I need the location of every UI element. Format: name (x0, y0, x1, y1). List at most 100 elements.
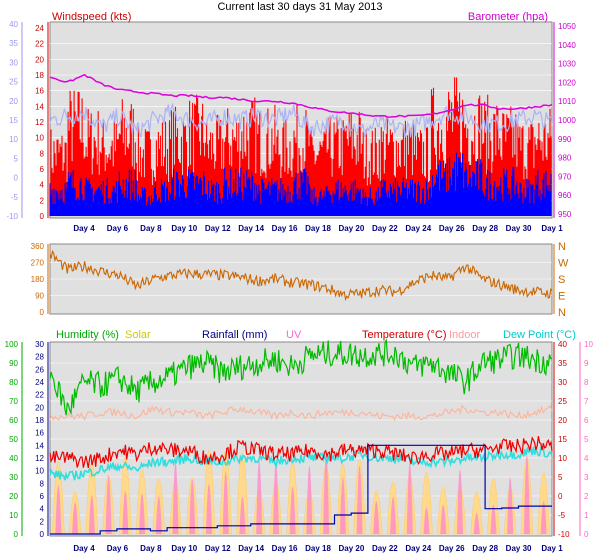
barometer-tick-label: 1050 (558, 22, 576, 31)
x-tick-label: Day 30 (506, 224, 532, 233)
temperature-axis-ticks: 0102030405060708090100024681012141618202… (5, 340, 594, 539)
rain-tick-label: 14 (35, 441, 44, 450)
wind-axis-title: Windspeed (kts) (52, 11, 131, 23)
wind-tick-label: 4 (40, 181, 45, 190)
barometer-series (49, 73, 553, 118)
uv-hump (507, 477, 514, 534)
barometer-tick-label: 1010 (558, 97, 576, 106)
temperature-tick-label: 10 (558, 454, 567, 463)
windchill-tick-label: -10 (6, 212, 18, 221)
windchill-tick-label: 30 (9, 58, 18, 67)
wind-tick-label: 20 (35, 55, 44, 64)
wind-series-layer (49, 73, 553, 216)
uv-hump (473, 513, 480, 534)
rain-tick-label: 8 (40, 479, 45, 488)
barometer-tick-label: 950 (558, 210, 572, 219)
uv-hump (523, 455, 530, 534)
uv-hump (306, 465, 313, 534)
x-tick-label: Day 12 (205, 544, 231, 553)
panel-header-label: Humidity (%) (56, 329, 119, 341)
temperature-gridlines (50, 362, 552, 516)
direction-gridlines (50, 262, 552, 296)
uv-hump (540, 501, 547, 534)
compass-tick-label: N (558, 241, 566, 253)
x-tick-label: Day 14 (238, 544, 264, 553)
temperature-panel-headers: Humidity (%) Solar Rainfall (mm) UV Temperat… (56, 329, 576, 341)
wind-x-tick-labels: Day 4 Day 6 Day 8 Day 10 Day 12 Day 14 Day 16 D… (73, 224, 563, 233)
humidity-tick-label: 50 (9, 435, 18, 444)
wind-tick-label: 2 (40, 196, 45, 205)
x-tick-label: Day 30 (506, 544, 532, 553)
barometer-tick-label: 1000 (558, 116, 576, 125)
uv-hump (105, 476, 112, 534)
rain-tick-label: 16 (35, 429, 44, 438)
panel-header-label: Temperature (°C) (362, 329, 446, 341)
x-tick-label: Day 16 (272, 544, 298, 553)
x-tick-label: Day 24 (405, 544, 431, 553)
uv-tick-label: 4 (584, 454, 589, 463)
rain-tick-label: 22 (35, 391, 44, 400)
uv-hump (272, 461, 279, 534)
uv-tick-label: 6 (584, 416, 589, 425)
rain-tick-label: 12 (35, 454, 44, 463)
x-tick-label: Day 28 (472, 224, 498, 233)
barometer-tick-label: 1020 (558, 78, 576, 87)
barometer-tick-label: 960 (558, 191, 572, 200)
uv-hump (172, 461, 179, 534)
uv-tick-label: 8 (584, 378, 589, 387)
windchill-tick-label: 35 (9, 39, 18, 48)
x-tick-label: Day 4 (73, 224, 95, 233)
x-tick-label: Day 12 (205, 224, 231, 233)
wind-axis-ticks: 024681012141618202224-10-505101520253035… (6, 20, 576, 221)
panel-header-label: Solar (125, 329, 151, 341)
x-tick-label: Day 20 (339, 224, 365, 233)
x-tick-label: Day 4 (73, 544, 95, 553)
x-tick-label: Day 16 (272, 224, 298, 233)
rain-tick-label: 4 (40, 505, 45, 514)
x-tick-label: Day 22 (372, 544, 398, 553)
uv-hump (155, 496, 162, 534)
windchill-tick-label: 15 (9, 116, 18, 125)
x-tick-label: Day 24 (405, 224, 431, 233)
uv-tick-label: 10 (584, 340, 593, 349)
panel-header-label: Dew Point (°C) (503, 329, 576, 341)
compass-tick-label: S (558, 274, 565, 286)
barometer-tick-label: 1040 (558, 41, 576, 50)
humidity-tick-label: 0 (14, 530, 19, 539)
temperature-panel: 0102030405060708090100024681012141618202… (5, 329, 594, 553)
windchill-tick-label: 25 (9, 78, 18, 87)
windchill-tick-label: 5 (14, 154, 19, 163)
dew-point-series (49, 445, 553, 481)
rain-tick-label: 6 (40, 492, 45, 501)
uv-hump (339, 477, 346, 534)
rain-tick-label: 18 (35, 416, 44, 425)
barometer-tick-label: 970 (558, 172, 572, 181)
uv-hump (55, 485, 62, 534)
x-tick-label: Day 10 (171, 224, 197, 233)
windchill-tick-label: 0 (14, 174, 19, 183)
wind-tick-label: 14 (35, 102, 44, 111)
windchill-tick-label: 40 (9, 20, 18, 29)
uv-hump (390, 496, 397, 534)
temperature-series (49, 436, 553, 469)
wind-tick-label: 22 (35, 40, 44, 49)
wind-tick-label: 12 (35, 118, 44, 127)
barometer-tick-label: 1030 (558, 60, 576, 69)
wind-panel-frame (49, 21, 553, 219)
temperature-tick-label: 35 (558, 359, 567, 368)
windchill-series (49, 102, 553, 139)
x-tick-label: Day 1 (541, 544, 563, 553)
temperature-x-tick-labels: Day 4 Day 6 Day 8 Day 10 Day 12 Day 14 Day 16 D… (73, 544, 563, 553)
chart-title: Current last 30 days 31 May 2013 (217, 1, 382, 13)
humidity-tick-label: 100 (5, 340, 19, 349)
rain-tick-label: 20 (35, 403, 44, 412)
uv-hump (189, 479, 196, 534)
rain-tick-label: 30 (35, 340, 44, 349)
panel-header-label: UV (286, 329, 302, 341)
rain-tick-label: 28 (35, 353, 44, 362)
direction-tick-label: 180 (31, 275, 45, 284)
uv-hump (373, 501, 380, 534)
humidity-tick-label: 70 (9, 397, 18, 406)
